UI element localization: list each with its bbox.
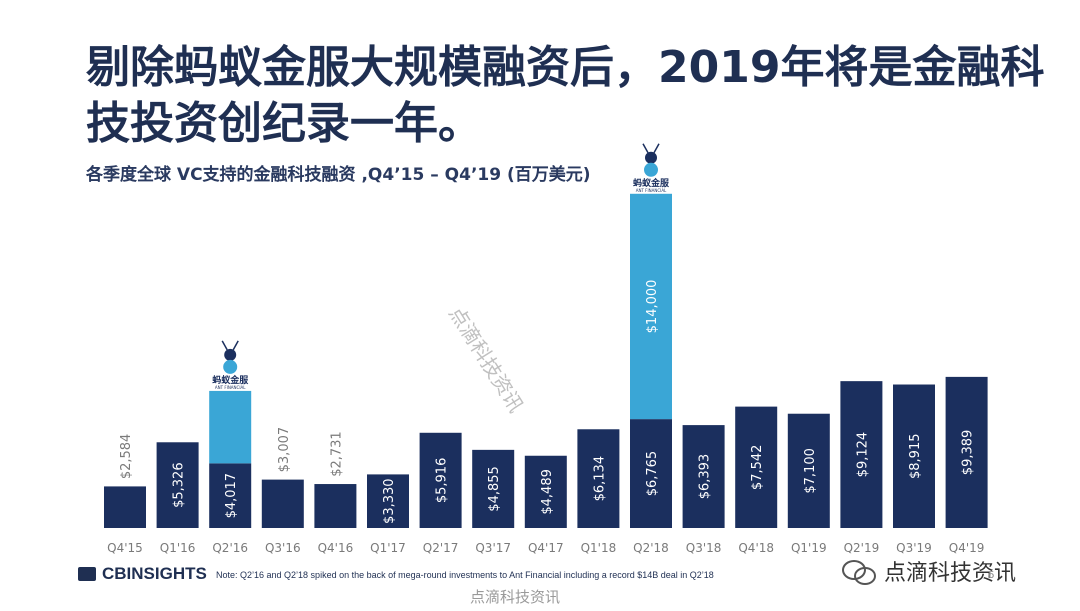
value-label-Q2'16: $4,017 xyxy=(224,473,239,519)
bar-Q1'18 xyxy=(577,429,620,528)
value-label-Q1'17: $3,330 xyxy=(382,478,397,524)
bar-Q2'19 xyxy=(840,381,883,528)
ant-logo-head-Q2'18 xyxy=(645,151,657,164)
value-label-Q3'16: $3,007 xyxy=(277,427,292,473)
x-tick-Q4'18: Q4'18 xyxy=(738,541,774,555)
ant-logo-sub-Q2'18: ANT FINANCIAL xyxy=(636,188,667,193)
bar-Q1'16 xyxy=(156,442,199,528)
bar-Q4'16 xyxy=(314,484,357,528)
bar-Q3'18 xyxy=(682,425,725,528)
value-label-Q1'16: $5,326 xyxy=(172,462,187,508)
ant-logo-antenna-left-Q2'18 xyxy=(642,143,649,154)
cbinsights-logo-text: CBINSIGHTS xyxy=(102,564,207,583)
x-tick-Q2'18: Q2'18 xyxy=(633,541,669,555)
ant-logo-antenna-right-Q2'18 xyxy=(653,143,660,154)
ant-logo-sub-Q2'16: ANT FINANCIAL xyxy=(215,385,246,390)
value-label-Q4'15: $2,584 xyxy=(119,434,134,480)
ant-logo-head-Q2'16 xyxy=(224,348,237,361)
value-label-Q4'17: $4,489 xyxy=(540,469,555,515)
bar-Q1'17 xyxy=(367,474,409,528)
x-tick-Q4'19: Q4'19 xyxy=(949,541,985,555)
x-tick-Q1'19: Q1'19 xyxy=(791,541,827,555)
value-label-Q2'17: $5,916 xyxy=(435,458,450,504)
ant-logo-body-Q2'18 xyxy=(644,162,658,177)
bar-Q3'16 xyxy=(261,479,304,528)
value-label-Q4'16: $2,731 xyxy=(329,431,344,477)
x-tick-Q3'18: Q3'18 xyxy=(686,541,722,555)
x-tick-Q4'17: Q4'17 xyxy=(528,541,564,555)
value-label-Q4'18: $7,542 xyxy=(750,445,765,491)
x-tick-Q2'19: Q2'19 xyxy=(844,541,880,555)
x-tick-Q3'17: Q3'17 xyxy=(475,541,511,555)
ant-logo-antenna-left-Q2'16 xyxy=(221,340,228,351)
wechat-account-name: 点滴科技资讯 xyxy=(884,561,1017,586)
chart-subtitle: 各季度全球 VC支持的金融科技融资 ,Q4’15 – Q4’19 (百万美元) xyxy=(86,165,591,185)
x-tick-Q3'19: Q3'19 xyxy=(896,541,932,555)
bar-Q1'19 xyxy=(787,413,830,528)
bottom-watermark: 点滴科技资讯 xyxy=(470,588,561,606)
bar-Q2'17 xyxy=(419,432,462,528)
ant-bar-Q2'16 xyxy=(209,390,252,464)
cbinsights-logo-icon xyxy=(78,567,96,581)
cbinsights-logo: CBINSIGHTS xyxy=(78,564,207,584)
value-label-Q4'19: $9,389 xyxy=(961,430,976,476)
x-tick-Q2'16: Q2'16 xyxy=(212,541,248,555)
value-label-Q1'18: $6,134 xyxy=(592,456,607,502)
value-label-Q3'17: $4,855 xyxy=(487,466,502,512)
x-tick-Q1'17: Q1'17 xyxy=(370,541,406,555)
bar-Q2'16 xyxy=(209,463,252,528)
bar-Q2'18 xyxy=(630,419,672,528)
bar-Q4'19 xyxy=(945,376,988,528)
footnote: Note: Q2’16 and Q2’18 spiked on the back… xyxy=(216,570,714,580)
bar-Q4'18 xyxy=(735,406,778,528)
ant-logo-label-Q2'16: 蚂蚁金服 xyxy=(212,374,249,386)
wechat-account: 点滴科技资讯 xyxy=(838,553,1021,589)
x-tick-Q4'16: Q4'16 xyxy=(318,541,354,555)
ant-logo-label-Q2'18: 蚂蚁金服 xyxy=(633,177,670,189)
ant-bar-Q2'18 xyxy=(630,193,672,420)
bar-Q3'17 xyxy=(472,449,515,528)
value-label-Q3'19: $8,915 xyxy=(908,434,923,480)
page-title: 剔除蚂蚁金服大规模融资后，2019年将是金融科技投资创纪录一年。 xyxy=(86,42,1045,149)
bar-Q4'15 xyxy=(104,486,146,528)
x-tick-Q2'17: Q2'17 xyxy=(423,541,459,555)
bar-Q4'17 xyxy=(524,455,567,528)
ant-value-label-Q2'18: $14,000 xyxy=(645,280,660,334)
page-number: 6 xyxy=(988,570,995,581)
x-tick-Q3'16: Q3'16 xyxy=(265,541,301,555)
value-label-Q1'19: $7,100 xyxy=(803,448,818,494)
ant-logo-body-Q2'16 xyxy=(223,359,238,374)
ant-logo-antenna-right-Q2'16 xyxy=(232,340,239,351)
bar-Q3'19 xyxy=(893,384,935,528)
wechat-icon xyxy=(842,558,878,585)
x-tick-Q1'16: Q1'16 xyxy=(160,541,196,555)
x-tick-Q1'18: Q1'18 xyxy=(581,541,617,555)
x-tick-Q4'15: Q4'15 xyxy=(107,541,143,555)
value-label-Q2'19: $9,124 xyxy=(855,432,870,478)
value-label-Q2'18: $6,765 xyxy=(645,451,660,497)
value-label-Q3'18: $6,393 xyxy=(698,454,713,500)
